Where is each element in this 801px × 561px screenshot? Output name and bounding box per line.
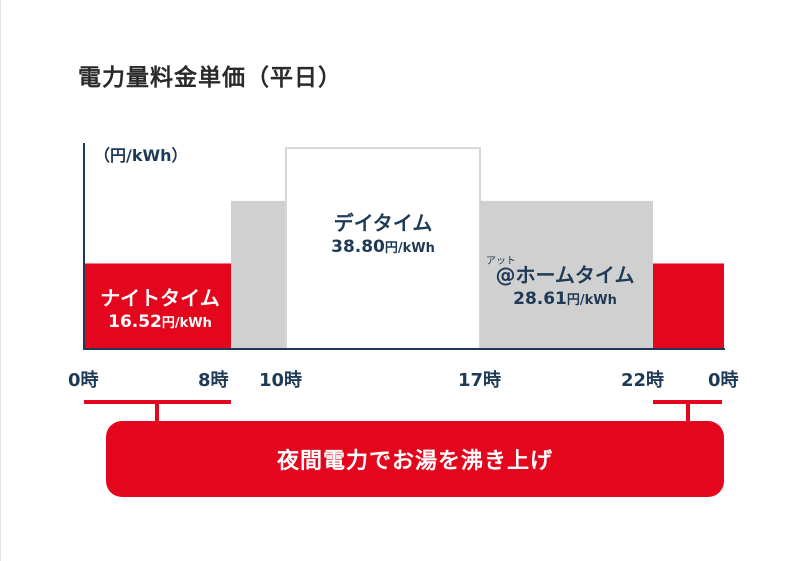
bar-segment-1 <box>231 200 286 349</box>
night-time-price: 16.52円/kWh <box>108 312 212 332</box>
page-title: 電力量料金単価（平日） <box>78 65 342 91</box>
bar-segment-4 <box>653 263 724 349</box>
night-time-unit: 円/kWh <box>161 316 212 331</box>
x-tick-8: 8時 <box>198 370 229 391</box>
night-time-label: ナイトタイム 16.52円/kWh <box>88 286 232 336</box>
home-time-name: @ホームタイム <box>495 263 635 287</box>
bar-segment-0 <box>84 263 231 349</box>
day-time-label: デイタイム 38.80円/kWh <box>286 211 480 261</box>
page-edge <box>0 0 1 561</box>
home-time-unit: 円/kWh <box>566 293 617 308</box>
x-tick-17: 17時 <box>458 370 502 391</box>
night-bracket-stem-left <box>155 400 159 422</box>
day-time-name: デイタイム <box>333 211 433 235</box>
bar-segment-3 <box>480 200 653 349</box>
day-time-price: 38.80円/kWh <box>331 237 435 257</box>
home-time-label: @ホームタイム 28.61円/kWh <box>474 263 656 313</box>
y-axis-unit-label: （円/kWh） <box>94 146 188 165</box>
heat-water-at-night-banner: 夜間電力でお湯を沸き上げ <box>106 421 724 497</box>
x-tick-10: 10時 <box>259 370 303 391</box>
x-tick-24: 0時 <box>708 370 739 391</box>
home-time-ruby: アット <box>486 256 516 267</box>
home-time-price: 28.61円/kWh <box>513 289 617 309</box>
x-tick-0: 0時 <box>68 370 99 391</box>
night-time-name: ナイトタイム <box>100 286 220 310</box>
bar-segment-2 <box>285 147 481 350</box>
day-time-unit: 円/kWh <box>384 241 435 256</box>
x-tick-22: 22時 <box>621 370 665 391</box>
night-bracket-stem-right <box>686 400 690 422</box>
